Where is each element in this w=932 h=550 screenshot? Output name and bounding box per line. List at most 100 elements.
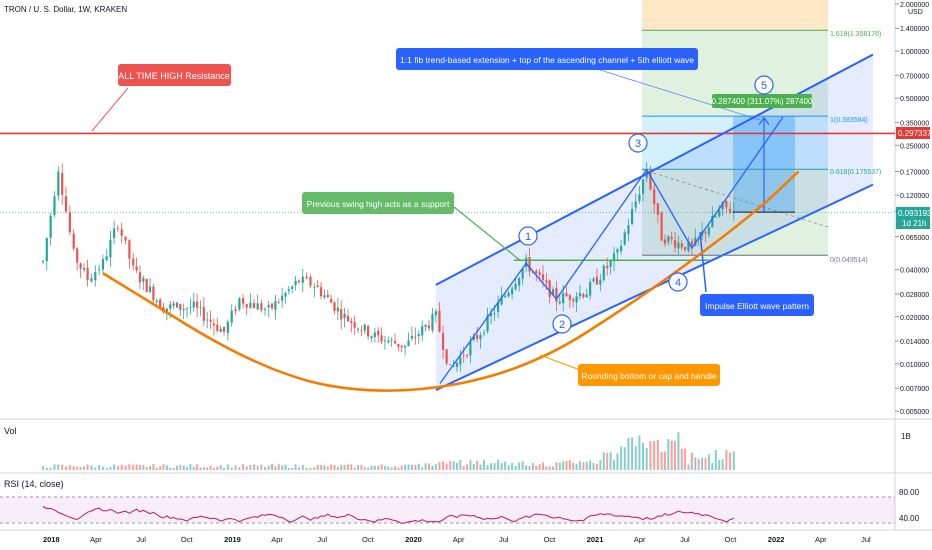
fib-level-1: 1(0.383584) <box>830 117 868 124</box>
volume-bar <box>206 467 209 470</box>
candle-body <box>316 285 319 288</box>
candle-body <box>138 272 142 283</box>
rounding-bottom-text: Rounding bottom or cap and handle <box>581 371 716 381</box>
volume-bar <box>277 464 280 470</box>
volume-bar <box>340 464 343 470</box>
impulse-pattern-callout[interactable]: Impulse Elliott wave pattern <box>700 294 814 316</box>
svg-text:4: 4 <box>675 277 681 289</box>
candle-body <box>256 303 259 310</box>
candle-body <box>630 209 634 225</box>
candle-body <box>313 286 316 288</box>
candle-body <box>274 301 277 310</box>
time-tick-label: Jul <box>499 535 509 544</box>
volume-bar <box>504 461 507 470</box>
volume-bar <box>260 464 263 470</box>
volume-bar <box>595 463 598 470</box>
volume-bar <box>223 467 226 470</box>
candle-body <box>704 231 707 234</box>
candle-body <box>572 299 575 301</box>
volume-bar <box>541 462 544 470</box>
time-tick-label: Apr <box>271 535 283 544</box>
candle-body <box>363 324 366 331</box>
candle-body <box>367 326 370 337</box>
candle-body <box>116 228 119 229</box>
fib-extension-callout[interactable]: 1:1 fib trend-based extension + top of t… <box>396 48 698 70</box>
candle-body <box>346 315 350 322</box>
volume-bar <box>645 447 648 470</box>
candle-body <box>83 268 86 270</box>
candle-body <box>565 293 568 297</box>
time-axis[interactable]: 2018 Apr Jul Oct 2019 Apr Jul Oct 2020 Apr Jul Oct 2… <box>43 535 871 544</box>
candle-body <box>377 330 380 336</box>
volume-bar <box>333 465 336 470</box>
ath-callout-pointer <box>91 87 129 132</box>
price-tick-label: 0.170000 <box>900 169 929 176</box>
rounding-bottom-callout[interactable]: Rounding bottom or cap and handle <box>578 364 720 386</box>
price-tick-label: 1.000000 <box>900 49 929 56</box>
volume-bar <box>638 435 641 470</box>
swing-high-callout[interactable]: Previous swing high acts as a support <box>302 192 454 214</box>
volume-bar <box>407 464 410 470</box>
candle-body <box>535 270 538 274</box>
volume-bar <box>390 467 393 470</box>
volume-bar <box>264 466 267 470</box>
svg-text:5: 5 <box>761 80 767 92</box>
volume-bar <box>294 464 297 470</box>
resistance-price-tag <box>896 127 930 139</box>
volume-bar <box>493 463 496 470</box>
current-price-label: 0.093193 <box>898 209 932 218</box>
candle-body <box>390 339 393 341</box>
time-tick-label: Jul <box>136 535 146 544</box>
candle-body <box>79 263 82 269</box>
candle-body <box>393 341 397 344</box>
volume-bar <box>336 466 339 470</box>
candle-body <box>333 302 336 312</box>
price-tick-label: 0.500000 <box>900 96 929 103</box>
candle-body <box>277 301 280 303</box>
volume-bar <box>297 467 300 470</box>
volume-bar <box>353 467 356 470</box>
volume-bar <box>142 464 145 470</box>
volume-bar <box>483 460 486 470</box>
candle-body <box>281 295 284 301</box>
volume-bar <box>677 432 680 470</box>
time-tick-label: 2022 <box>768 535 785 544</box>
price-tick-label: 0.250000 <box>900 143 929 150</box>
candle-body <box>400 345 403 348</box>
candle-body <box>222 327 226 332</box>
candle-body <box>592 278 595 282</box>
volume-bar <box>90 465 93 470</box>
candle-body <box>489 313 493 317</box>
volume-bar <box>83 466 86 470</box>
volume-bar <box>606 453 609 470</box>
ath-resistance-callout[interactable]: ALL TIME HIGH Resistance <box>118 64 231 86</box>
volume-bar <box>452 461 455 470</box>
candle-body <box>486 315 489 332</box>
candle-body <box>270 303 274 309</box>
candle-body <box>417 334 420 337</box>
candle-body <box>656 203 659 215</box>
candle-body <box>690 241 693 246</box>
price-tick-label: 0.040000 <box>900 268 929 275</box>
candle-body <box>518 277 521 286</box>
measure-label[interactable]: 0.287400 (311.07%) 287400 <box>712 94 813 108</box>
volume-bar <box>521 461 524 470</box>
volume-bar <box>680 448 683 470</box>
candle-body <box>216 324 219 331</box>
volume-bar <box>575 464 578 470</box>
price-tick-label: 1.400000 <box>900 26 929 33</box>
volume-bar <box>377 465 380 470</box>
candle-body <box>343 313 346 318</box>
price-tick-label: 2.000000 <box>900 2 929 9</box>
candle-body <box>479 335 482 340</box>
candle-body <box>49 215 52 238</box>
candle-body <box>287 289 290 292</box>
volume-bar <box>305 467 308 470</box>
rsi-line <box>42 506 734 524</box>
time-tick-label: Oct <box>181 535 194 544</box>
time-tick-label: 2019 <box>224 535 241 544</box>
candle-body <box>202 307 205 321</box>
volume-bar <box>397 467 400 470</box>
candle-body <box>132 258 135 266</box>
